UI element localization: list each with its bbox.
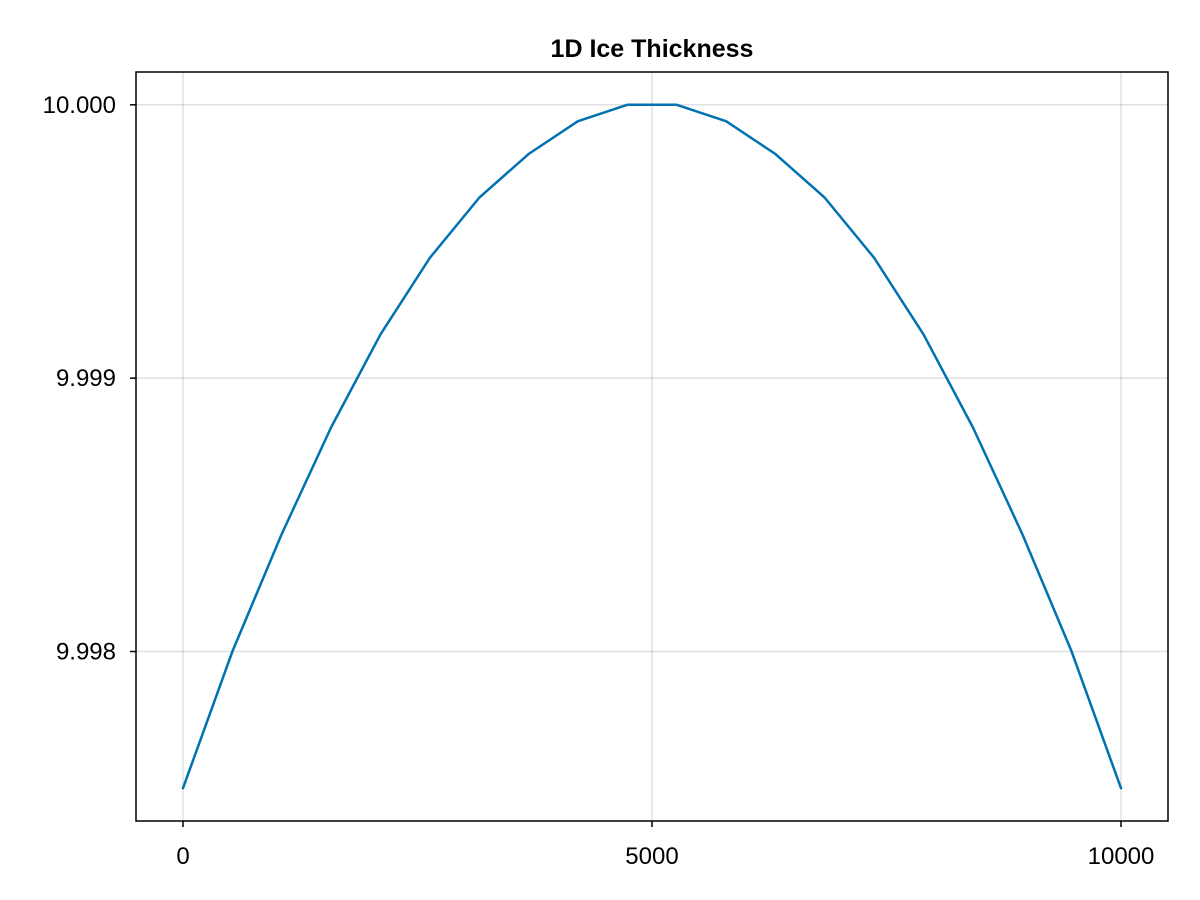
y-tick-label: 10.000 xyxy=(43,92,116,119)
x-tick-label: 10000 xyxy=(1088,843,1155,870)
x-tick-label: 5000 xyxy=(625,843,678,870)
y-tick-label: 9.998 xyxy=(56,639,116,666)
series-line-0 xyxy=(181,103,1123,790)
tick-labels: 0 5000 10000 9.998 9.999 10.000 xyxy=(43,92,1155,870)
y-tick-label: 9.999 xyxy=(56,365,116,392)
chart-title: 1D Ice Thickness xyxy=(551,35,754,63)
series-layer xyxy=(181,103,1123,790)
grid-lines xyxy=(136,72,1168,821)
x-tick-label: 0 xyxy=(176,843,189,870)
tick-marks xyxy=(130,104,1122,827)
